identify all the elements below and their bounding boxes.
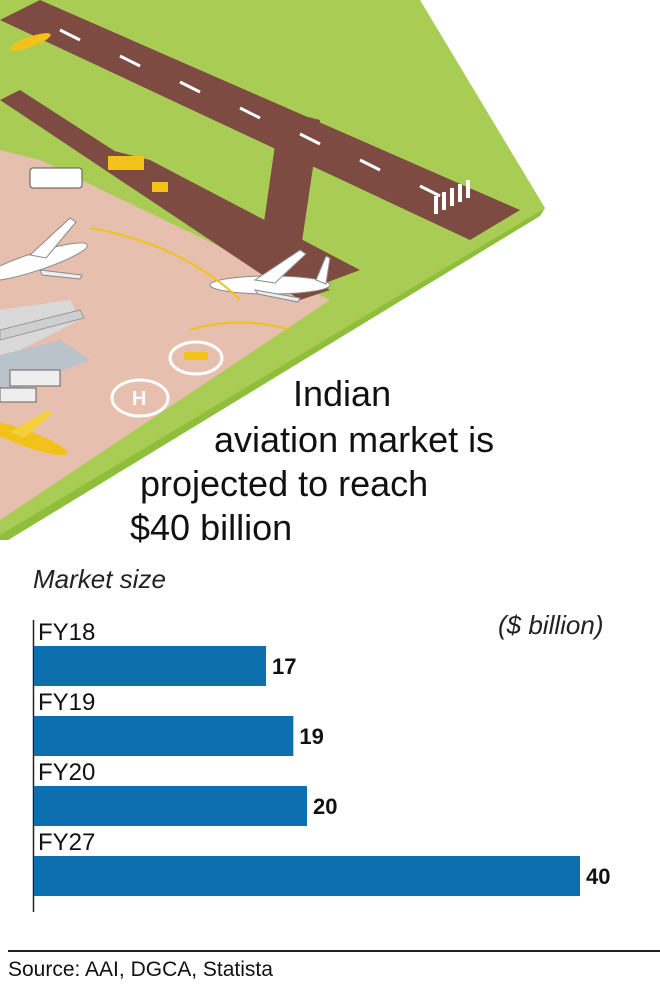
threshold-stripes (434, 180, 470, 214)
value-label: 40 (586, 864, 610, 889)
fuel-truck-icon (29, 167, 83, 189)
taxiway-b (260, 110, 320, 255)
headline-line-4: $40 billion (130, 507, 293, 548)
bar-fy19 (34, 716, 294, 756)
bar-fy18 (34, 646, 267, 686)
airplane-icon (0, 217, 88, 282)
bar-chart: FY18 17 FY19 19 FY20 20 FY27 40 (32, 619, 610, 912)
airplane-icon (0, 410, 68, 456)
airplane-icon (209, 249, 331, 303)
headline-line-3: projected to reach (140, 463, 429, 504)
taxiway-c (0, 90, 330, 300)
category-label: FY18 (38, 619, 95, 646)
footer-rule (8, 950, 660, 952)
grass-edge (0, 208, 545, 540)
apron-area (0, 150, 330, 520)
bars-group: FY18 17 FY19 19 FY20 20 FY27 40 (34, 619, 610, 896)
bar-fy27 (34, 856, 580, 896)
value-label: 20 (313, 794, 337, 819)
headline-line-1: Indian (293, 373, 392, 414)
source-note: Source: AAI, DGCA, Statista (8, 958, 273, 981)
tug-vehicle-icon (152, 182, 168, 192)
jet-bridge (0, 309, 85, 341)
headline-line-2: aviation market is (214, 419, 495, 460)
value-label: 19 (299, 724, 323, 749)
helipad-icon: H (110, 378, 170, 418)
helipad-icon (168, 340, 224, 376)
category-label: FY20 (38, 759, 95, 786)
unit-label: ($ billion) (498, 610, 604, 640)
tug-vehicle-icon (108, 156, 144, 170)
airport-illustration: H (0, 0, 545, 540)
runway-markings (59, 28, 441, 198)
value-label: 17 (272, 654, 296, 679)
bar-fy20 (34, 786, 307, 826)
taxi-lines (89, 227, 291, 331)
chart-subtitle: Market size (33, 564, 166, 594)
svg-text:H: H (132, 388, 146, 410)
bus-icon (9, 369, 61, 387)
category-label: FY19 (38, 689, 95, 716)
bus-icon (0, 387, 37, 403)
category-label: FY27 (38, 829, 95, 856)
airplane-icon (9, 33, 51, 51)
